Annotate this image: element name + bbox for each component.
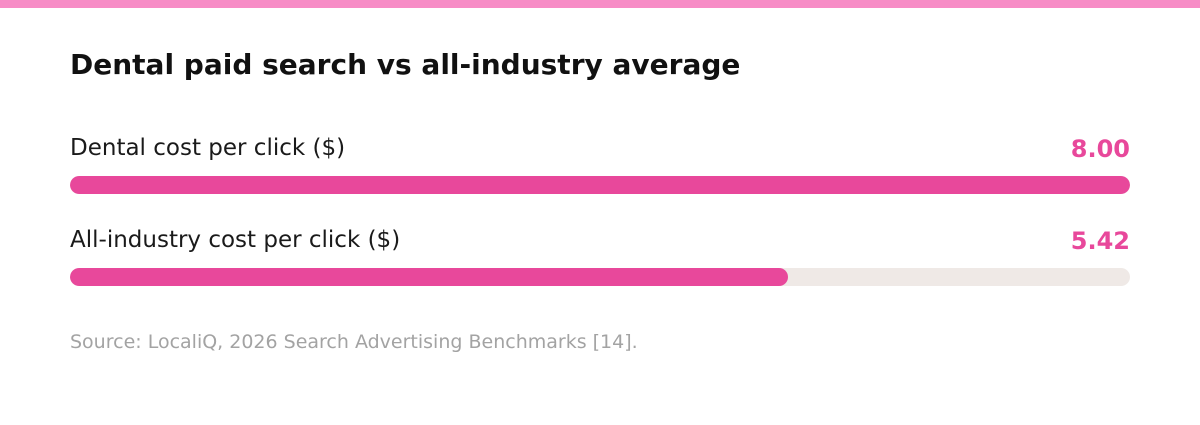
bar-row-all-industry: All-industry cost per click ($) 5.42 xyxy=(70,227,1130,286)
bar-track-all-industry xyxy=(70,268,1130,286)
bar-value-all-industry: 5.42 xyxy=(1070,227,1130,255)
top-accent-stripe xyxy=(0,0,1200,8)
chart-title: Dental paid search vs all-industry avera… xyxy=(70,48,741,81)
bar-label-all-industry: All-industry cost per click ($) xyxy=(70,227,401,253)
source-note: Source: LocaliQ, 2026 Search Advertising… xyxy=(70,331,638,353)
bar-fill-dental xyxy=(70,176,1130,194)
bar-fill-all-industry xyxy=(70,268,789,286)
bar-label-dental: Dental cost per click ($) xyxy=(70,135,346,161)
bar-row-dental: Dental cost per click ($) 8.00 xyxy=(70,135,1130,194)
bar-value-dental: 8.00 xyxy=(1070,135,1130,163)
bar-track-dental xyxy=(70,176,1130,194)
